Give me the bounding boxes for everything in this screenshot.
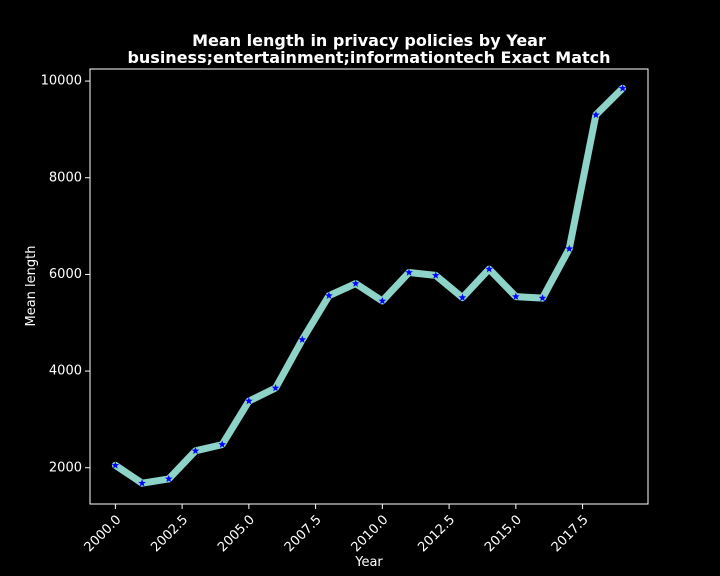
data-point — [618, 84, 627, 92]
x-tick-label: 2012.5 — [415, 512, 458, 555]
chart-title: Mean length in privacy policies by Year — [192, 31, 546, 50]
data-point — [325, 291, 333, 299]
data-point — [271, 384, 280, 392]
x-tick-label: 2002.5 — [148, 512, 191, 555]
x-axis-label: Year — [354, 555, 383, 570]
data-point — [512, 292, 520, 300]
data-point — [138, 479, 146, 487]
y-tick-label: 4000 — [49, 364, 82, 379]
data-point — [218, 440, 226, 448]
y-tick-label: 6000 — [49, 267, 82, 282]
data-point — [458, 293, 467, 301]
data-point — [565, 244, 574, 253]
data-point — [405, 268, 413, 276]
series-layer — [111, 84, 627, 487]
y-tick-label: 10000 — [41, 74, 82, 89]
x-tick-label: 2010.0 — [349, 512, 392, 555]
x-tick-label: 2007.5 — [282, 512, 325, 555]
data-point — [164, 474, 173, 483]
y-tick-label: 8000 — [49, 170, 82, 185]
data-point — [431, 271, 440, 279]
x-tick-label: 2015.0 — [482, 512, 525, 555]
data-point — [485, 265, 493, 273]
x-axis: 2000.0 2002.5 2005.0 2007.5 2010.0 2012.5 2015… — [82, 504, 592, 555]
data-point — [378, 297, 387, 305]
data-point — [538, 294, 547, 302]
data-point — [298, 335, 307, 343]
data-point — [191, 446, 200, 455]
x-tick-label: 2005.0 — [215, 512, 258, 555]
series-line — [111, 84, 627, 487]
x-tick-label: 2017.5 — [549, 512, 592, 555]
plot-frame — [89, 68, 649, 505]
y-tick-label: 2000 — [49, 460, 82, 475]
data-point — [245, 397, 253, 405]
data-point — [592, 110, 600, 119]
data-point — [351, 279, 360, 287]
chart-subtitle: business;entertainment;informationtech E… — [127, 48, 610, 67]
data-point — [111, 461, 120, 469]
y-axis-label: Mean length — [24, 246, 39, 327]
y-axis: 2000 4000 6000 8000 10000 — [41, 74, 90, 475]
x-tick-label: 2000.0 — [82, 512, 125, 555]
